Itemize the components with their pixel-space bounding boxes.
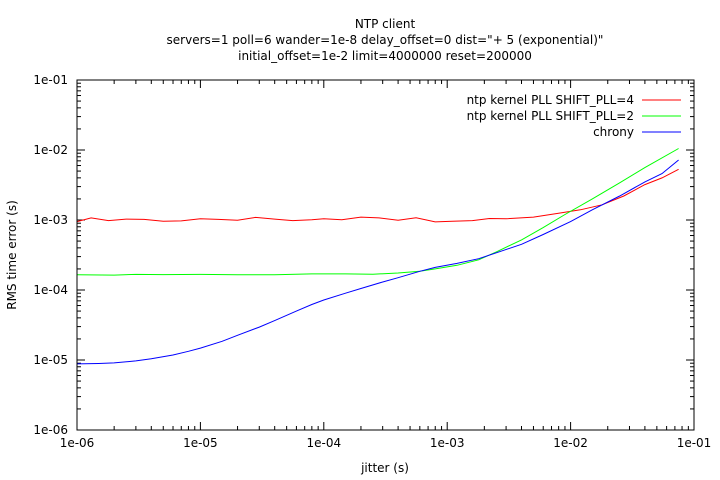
y-tick-label: 1e-03 — [33, 213, 68, 227]
x-tick-label: 1e-01 — [677, 436, 712, 450]
legend-label: chrony — [593, 125, 634, 139]
y-tick-label: 1e-04 — [33, 283, 68, 297]
legend-label: ntp kernel PLL SHIFT_PLL=4 — [467, 93, 634, 107]
x-tick-label: 1e-04 — [306, 436, 341, 450]
y-tick-label: 1e-05 — [33, 353, 68, 367]
x-tick-label: 1e-02 — [553, 436, 588, 450]
y-axis-label: RMS time error (s) — [5, 200, 19, 310]
title-line: servers=1 poll=6 wander=1e-8 delay_offse… — [167, 33, 604, 47]
x-tick-label: 1e-03 — [430, 436, 465, 450]
x-axis-label: jitter (s) — [360, 461, 409, 475]
plot-area-frame — [76, 79, 695, 431]
y-tick-label: 1e-06 — [33, 423, 68, 437]
series-line-0 — [76, 168, 679, 223]
y-tick-label: 1e-01 — [33, 73, 68, 87]
title-line: initial_offset=1e-2 limit=4000000 reset=… — [238, 49, 532, 63]
series-line-2 — [76, 159, 679, 365]
y-tick-label: 1e-02 — [33, 143, 68, 157]
title-line: NTP client — [355, 17, 416, 31]
x-tick-label: 1e-05 — [183, 436, 218, 450]
chart-title: NTP client servers=1 poll=6 wander=1e-8 d… — [167, 17, 604, 63]
axis-ticks: 1e-06 1e-05 1e-04 1e-03 1e-02 1e-01 1e-06 1e-05… — [33, 73, 711, 450]
x-tick-label: 1e-06 — [60, 436, 95, 450]
legend-label: ntp kernel PLL SHIFT_PLL=2 — [467, 109, 634, 123]
series-lines — [76, 148, 679, 365]
